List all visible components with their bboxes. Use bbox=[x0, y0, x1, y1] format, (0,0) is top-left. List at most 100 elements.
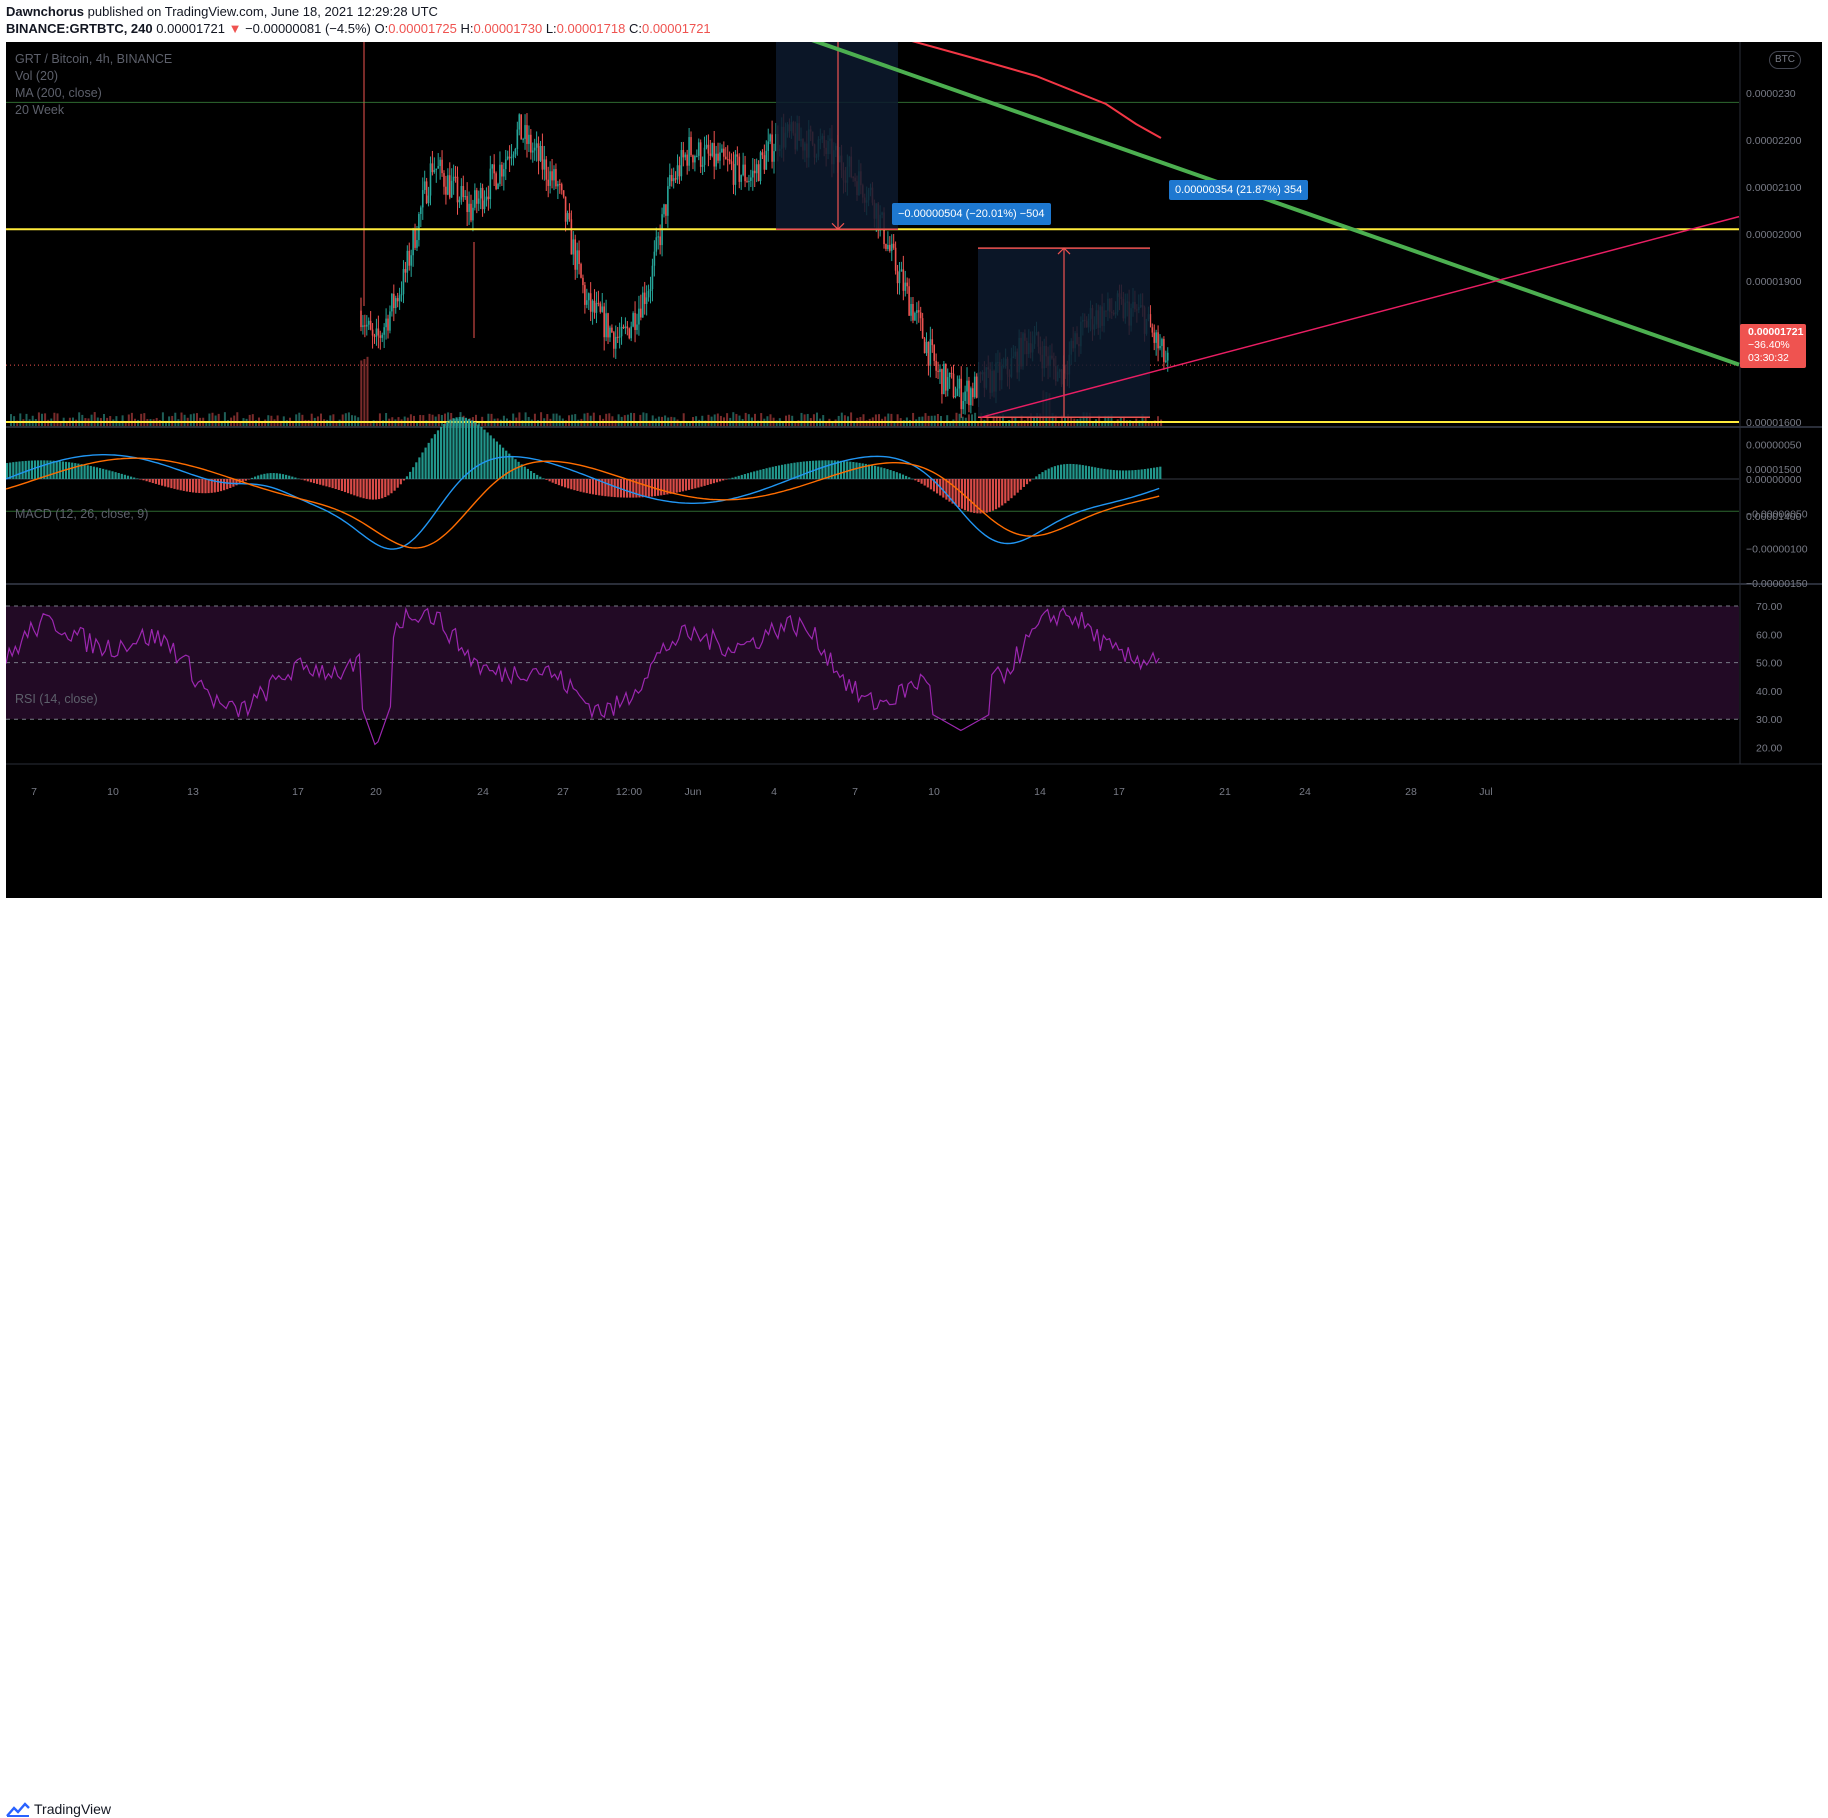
macd-histogram-bar bbox=[511, 456, 514, 479]
candle-body bbox=[711, 143, 714, 156]
tradingview-logo-icon[interactable] bbox=[6, 1802, 30, 1818]
macd-histogram-bar bbox=[486, 432, 489, 479]
candle-body bbox=[674, 178, 677, 180]
legend-macd[interactable]: MACD (12, 26, close, 9) bbox=[15, 507, 149, 521]
legend-title[interactable]: GRT / Bitcoin, 4h, BINANCE bbox=[15, 52, 173, 66]
macd-histogram-bar bbox=[164, 479, 167, 487]
volume-bar bbox=[419, 414, 422, 426]
macd-histogram-bar bbox=[1125, 470, 1128, 479]
candle-body bbox=[528, 134, 530, 144]
macd-histogram-bar bbox=[306, 479, 309, 482]
macd-histogram-bar bbox=[1134, 470, 1137, 479]
volume-bar bbox=[103, 414, 105, 426]
macd-histogram-bar bbox=[911, 478, 914, 480]
candle-body bbox=[503, 169, 505, 177]
volume-bar bbox=[295, 414, 298, 426]
volume-bar bbox=[320, 413, 322, 426]
volume-bar bbox=[189, 414, 192, 426]
candle-body bbox=[557, 184, 559, 187]
volume-bar bbox=[571, 414, 574, 426]
volume-bar bbox=[183, 414, 186, 426]
candle-body bbox=[939, 369, 941, 372]
macd-histogram-bar bbox=[988, 479, 991, 512]
volume-bar bbox=[1036, 413, 1039, 426]
legend-20week[interactable]: 20 Week bbox=[15, 103, 65, 117]
candle-body bbox=[533, 147, 536, 151]
o-value: 0.00001725 bbox=[388, 21, 457, 36]
macd-histogram-bar bbox=[768, 467, 771, 479]
volume-bar bbox=[995, 414, 998, 426]
l-label: L: bbox=[545, 21, 557, 36]
volume-bar bbox=[862, 414, 865, 426]
volume-bar bbox=[447, 412, 450, 426]
volume-bar bbox=[214, 415, 217, 426]
macd-histogram-bar bbox=[58, 461, 61, 479]
candle-body bbox=[935, 360, 937, 371]
author[interactable]: Dawnchorus bbox=[6, 4, 85, 19]
candle-body bbox=[547, 179, 550, 186]
candle-body bbox=[576, 250, 578, 270]
volume-bar bbox=[822, 415, 825, 426]
volume-bar bbox=[1060, 415, 1063, 426]
macd-histogram-bar bbox=[948, 479, 951, 502]
chart-svg[interactable]: 0.0000230 0.00002200 0.00002100 0.00002000 0… bbox=[6, 42, 1822, 898]
candle-body bbox=[759, 152, 762, 182]
candle-body bbox=[628, 328, 631, 339]
candle-body bbox=[420, 207, 422, 214]
volume-bar bbox=[955, 412, 958, 426]
macd-histogram-bar bbox=[471, 420, 474, 479]
volume-bar bbox=[555, 413, 558, 426]
macd-histogram-bar bbox=[161, 479, 164, 486]
volume-bar bbox=[174, 412, 177, 426]
macd-histogram-bar bbox=[15, 461, 18, 479]
macd-histogram-bar bbox=[365, 479, 368, 499]
macd-histogram-bar bbox=[359, 479, 362, 498]
legend-vol[interactable]: Vol (20) bbox=[15, 69, 59, 83]
macd-histogram-bar bbox=[114, 472, 117, 479]
macd-histogram-bar bbox=[793, 462, 796, 479]
tradingview-brand[interactable]: TradingView bbox=[34, 1801, 112, 1817]
macd-histogram-bar bbox=[777, 465, 781, 479]
volume-bar bbox=[344, 413, 347, 426]
candle-body bbox=[435, 168, 438, 170]
macd-histogram-bar bbox=[390, 479, 393, 494]
macd-histogram-bar bbox=[505, 450, 508, 479]
currency-badge[interactable]: BTC bbox=[1769, 51, 1801, 69]
volume-bar bbox=[679, 421, 682, 426]
macd-histogram-bar bbox=[824, 460, 827, 479]
legend-rsi[interactable]: RSI (14, close) bbox=[15, 692, 98, 706]
macd-histogram-bar bbox=[1103, 468, 1106, 479]
macd-histogram-bar bbox=[1081, 465, 1084, 479]
candle-body bbox=[713, 143, 715, 167]
volume-bar bbox=[437, 414, 440, 426]
price-tick-label: 0.00002200 bbox=[1746, 135, 1802, 147]
chart-area[interactable]: 0.0000230 0.00002200 0.00002100 0.00002000 0… bbox=[6, 42, 1822, 898]
volume-bar bbox=[37, 412, 40, 426]
candle-body bbox=[742, 164, 744, 176]
volume-bar bbox=[53, 412, 56, 426]
candle-body bbox=[553, 169, 555, 181]
candle-body bbox=[657, 236, 660, 238]
macd-histogram-bar bbox=[99, 468, 102, 479]
macd-histogram-bar bbox=[737, 475, 740, 479]
macd-histogram-bar bbox=[672, 479, 675, 494]
volume-bar bbox=[121, 415, 124, 426]
macd-histogram-bar bbox=[477, 424, 480, 479]
volume-bar bbox=[1098, 414, 1101, 426]
candle-body bbox=[369, 320, 372, 330]
macd-histogram-bar bbox=[130, 476, 133, 479]
candle-body bbox=[539, 145, 542, 161]
candle-body bbox=[375, 328, 378, 337]
candle-body bbox=[655, 237, 658, 252]
volume-bar bbox=[626, 414, 629, 426]
candle-body bbox=[474, 190, 476, 208]
macd-histogram-bar bbox=[808, 460, 812, 479]
volume-bar bbox=[794, 421, 797, 426]
candle-body bbox=[746, 181, 748, 183]
last-price: 0.00001721 bbox=[156, 21, 225, 36]
volume-bar bbox=[682, 413, 685, 426]
legend-ma[interactable]: MA (200, close) bbox=[15, 86, 102, 100]
volume-bar bbox=[583, 413, 586, 426]
macd-histogram-bar bbox=[945, 479, 948, 500]
volume-bar bbox=[1126, 420, 1128, 426]
